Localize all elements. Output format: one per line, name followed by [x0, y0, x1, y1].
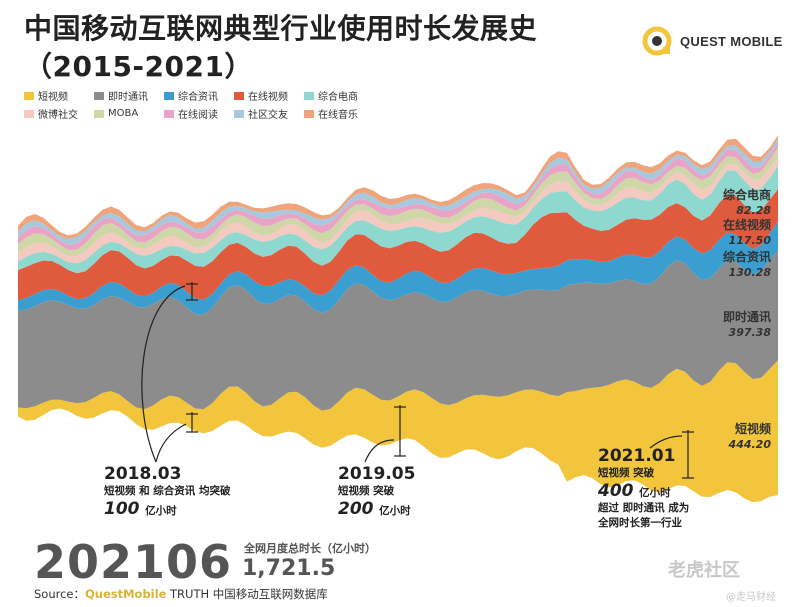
- legend-item: 微博社交: [24, 106, 94, 121]
- annotation-2021-desc2: 超过 即时通讯 成为: [598, 502, 690, 514]
- annotation-arrow: [364, 439, 395, 463]
- annotation-arrow: [141, 285, 186, 463]
- right-label-value: 117.50: [728, 234, 771, 247]
- source-line: Source：QuestMobile TRUTH 中国移动互联网数据库: [34, 586, 328, 602]
- legend-label: 在线音乐: [318, 110, 358, 121]
- annotation-2019-unit: 亿小时: [379, 505, 411, 517]
- annotation-2021: 2021.01 短视频 突破 400 亿小时 超过 即时通讯 成为 全网时长第一…: [598, 446, 689, 531]
- legend-item: 在线阅读: [164, 106, 234, 121]
- legend-label: 短视频: [38, 92, 68, 103]
- legend-label: MOBA: [108, 108, 139, 119]
- legend-swatch: [164, 109, 174, 118]
- legend-label: 综合电商: [318, 92, 358, 103]
- legend-swatch: [24, 109, 34, 118]
- right-label-name: 在线视频: [722, 218, 771, 232]
- watermark-sub: @走马财经: [726, 592, 776, 603]
- annotation-2019: 2019.05 短视频 突破 200 亿小时: [338, 464, 415, 519]
- legend-swatch: [94, 109, 104, 118]
- annotation-2021-unit: 亿小时: [639, 487, 671, 499]
- right-label: 即时通讯 397.38: [723, 310, 771, 340]
- right-label: 综合电商 82.28: [723, 188, 771, 218]
- area-series: [18, 189, 778, 301]
- title-line-2: （2015-2021）: [24, 50, 253, 83]
- annotation-2019-desc: 短视频 突破: [338, 485, 395, 497]
- right-label-value: 444.20: [728, 438, 771, 451]
- page-title: 中国移动互联网典型行业使用时长发展史 （2015-2021）: [24, 10, 584, 86]
- footer-total-value: 1,721.5: [242, 556, 336, 581]
- legend-item: 综合电商: [304, 88, 374, 103]
- legend-item: 短视频: [24, 88, 94, 103]
- annotation-2018: 2018.03 短视频 和 综合资讯 均突破 100 亿小时: [104, 464, 230, 519]
- right-label: 短视频 444.20: [729, 422, 771, 452]
- right-label: 综合资讯 130.28: [723, 250, 771, 280]
- legend-item: 在线视频: [234, 88, 304, 103]
- legend-swatch: [24, 91, 34, 100]
- area-series: [18, 360, 778, 503]
- title-line-1: 中国移动互联网典型行业使用时长发展史: [24, 12, 538, 45]
- right-label-name: 综合资讯: [722, 250, 771, 264]
- watermark-main: 老虎社区: [668, 560, 740, 581]
- source-rest: TRUTH 中国移动互联网数据库: [166, 587, 328, 601]
- right-label-name: 短视频: [734, 422, 771, 436]
- right-label-name: 综合电商: [722, 188, 771, 202]
- legend-label: 综合资讯: [178, 92, 218, 103]
- legend-swatch: [94, 91, 104, 100]
- footer-period: 202106: [34, 535, 233, 589]
- legend: 短视频 即时通讯 综合资讯 在线视频 综合电商微博社交 MOBA 在线阅读 社区交友 在线音乐: [24, 88, 384, 121]
- right-label-name: 即时通讯: [722, 310, 771, 324]
- annotation-arrow: [649, 435, 683, 449]
- legend-label: 即时通讯: [108, 92, 148, 103]
- annotation-2021-date: 2021.01: [598, 446, 676, 466]
- annotation-arrow: [155, 423, 187, 463]
- area-series: [18, 250, 778, 411]
- legend-swatch: [234, 91, 244, 100]
- legend-label: 在线视频: [248, 92, 288, 103]
- legend-item: 综合资讯: [164, 88, 234, 103]
- annotation-2021-desc: 短视频 突破: [598, 467, 655, 479]
- legend-swatch: [304, 109, 314, 118]
- annotation-2019-value: 200: [338, 499, 374, 519]
- legend-label: 在线阅读: [178, 110, 218, 121]
- footer-total-label: 全网月度总时长（亿小时）: [244, 542, 376, 555]
- questmobile-logo: QUEST MOBILE: [642, 26, 783, 56]
- annotation-2018-unit: 亿小时: [145, 505, 177, 517]
- legend-item: 即时通讯: [94, 88, 164, 103]
- right-label-value: 397.38: [728, 326, 771, 339]
- legend-item: MOBA: [94, 106, 164, 121]
- right-label-value: 130.28: [728, 266, 771, 279]
- right-label: 在线视频 117.50: [723, 218, 771, 248]
- annotation-2018-desc: 短视频 和 综合资讯 均突破: [104, 485, 231, 497]
- questmobile-logo-icon: [642, 26, 672, 56]
- annotation-2018-date: 2018.03: [104, 464, 182, 484]
- annotation-2019-date: 2019.05: [338, 464, 416, 484]
- annotation-2021-desc3: 全网时长第一行业: [598, 517, 682, 529]
- legend-label: 社区交友: [248, 110, 288, 121]
- source-brand: QuestMobile: [85, 587, 167, 601]
- legend-swatch: [234, 109, 244, 118]
- source-prefix: Source：: [34, 587, 85, 601]
- right-label-value: 82.28: [736, 204, 771, 217]
- annotation-2021-value: 400: [598, 481, 634, 501]
- legend-swatch: [164, 91, 174, 100]
- area-series: [18, 222, 778, 315]
- legend-item: 在线音乐: [304, 106, 374, 121]
- legend-swatch: [304, 91, 314, 100]
- annotation-2018-value: 100: [104, 499, 140, 519]
- legend-label: 微博社交: [38, 110, 78, 121]
- logo-text: QUEST MOBILE: [680, 33, 783, 49]
- area-series: [18, 165, 778, 274]
- legend-item: 社区交友: [234, 106, 304, 121]
